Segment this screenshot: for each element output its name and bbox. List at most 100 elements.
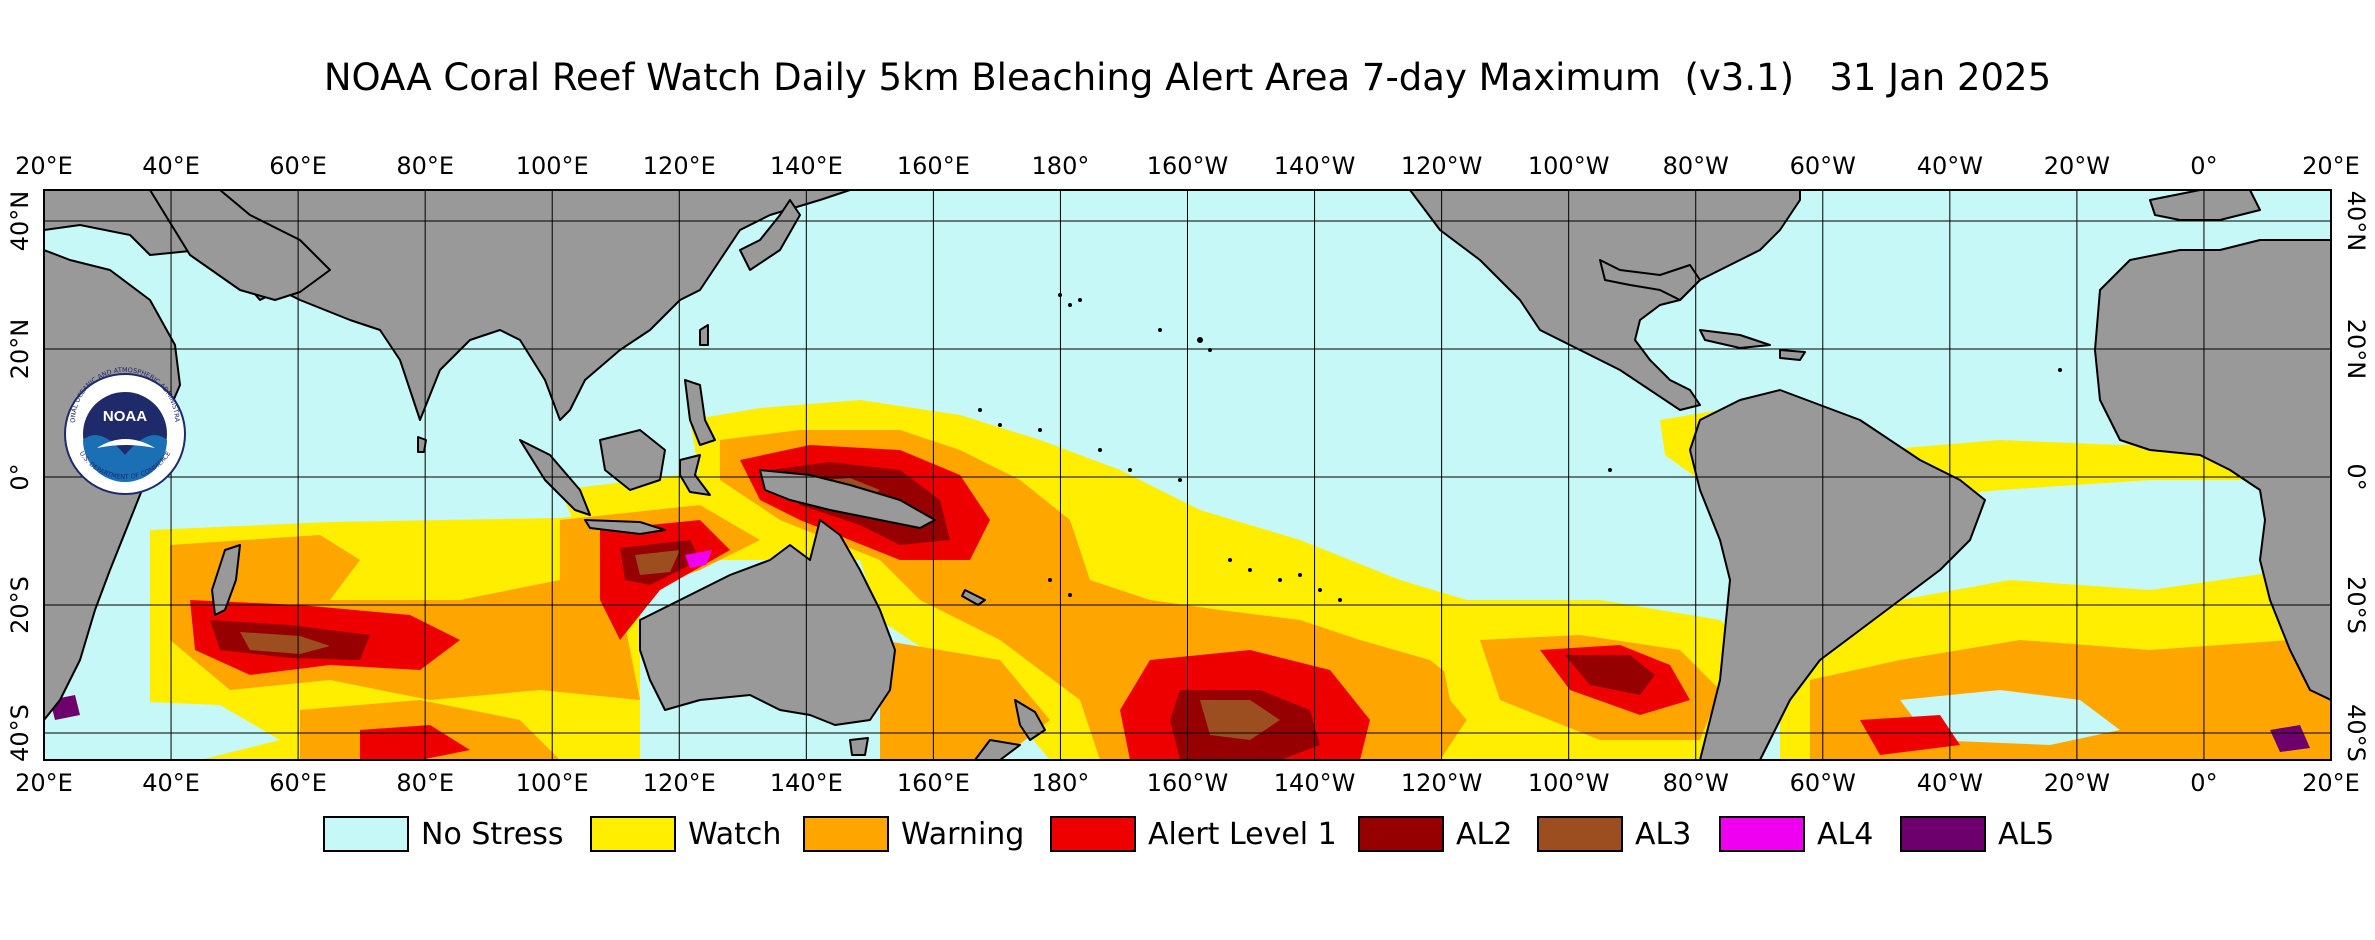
bottom-longitude-label: 120°E [643,769,716,797]
left-latitude-label: 20°S [6,576,34,634]
top-longitude-label: 60°E [269,152,327,180]
e-pacific-al2 [1565,655,1655,695]
legend-item: AL4 [1719,814,1873,854]
legend-label: Watch [688,816,782,852]
top-longitude-label: 100°W [1528,152,1610,180]
land-borneo [599,429,666,491]
s-pacific-al3 [1200,700,1280,740]
top-longitude-label: 140°W [1274,152,1356,180]
land-tasmania [849,737,869,756]
right-latitude-label: 0° [2342,463,2370,490]
top-longitude-label: 40°E [142,152,200,180]
left-latitude-label: 0° [6,463,34,490]
top-longitude-label: 80°W [1663,152,1729,180]
legend-swatch [1537,816,1623,852]
bottom-longitude-label: 100°E [516,769,589,797]
legend-swatch [1358,816,1444,852]
legend-label: Warning [901,816,1025,852]
land-hispaniola [1779,349,1806,361]
bottom-longitude-label: 120°W [1401,769,1483,797]
legend-item: Alert Level 1 [1050,814,1337,854]
bottom-longitude-label: 40°W [1917,769,1983,797]
noaa-logo-mark: NOAA [103,408,147,425]
land-madagascar [211,544,241,616]
bottom-longitude-label: 60°E [269,769,327,797]
top-longitude-label: 80°E [396,152,454,180]
legend-swatch [323,816,409,852]
legend-swatch [590,816,676,852]
bottom-longitude-label: 160°E [897,769,970,797]
legend-item: No Stress [323,814,564,854]
bottom-longitude-label: 80°E [396,769,454,797]
legend-item: AL5 [1900,814,2054,854]
bottom-longitude-label: 100°W [1528,769,1610,797]
land-philippines [684,379,716,446]
right-latitude-label: 20°N [2342,319,2370,380]
legend-label: AL3 [1635,816,1692,852]
timor-al4 [685,550,712,568]
graticule [44,190,2331,760]
land-arabia [149,190,331,301]
bottom-longitude-label: 180° [1032,769,1090,797]
west-australia-al3 [635,550,680,575]
s-atlantic-no-stress-patch [1900,690,2120,745]
bottom-longitude-label: 20°E [15,769,73,797]
indian-ocean-al3-area [240,632,330,654]
left-latitude-label: 40°S [6,704,34,762]
top-longitude-label: 140°E [770,152,843,180]
right-latitude-label: 40°S [2342,704,2370,762]
top-longitude-label: 60°W [1790,152,1856,180]
land-gulf-coast [1599,259,1701,301]
map-frame [43,189,2332,761]
bottom-longitude-label: 140°W [1274,769,1356,797]
legend-item: Warning [803,814,1024,854]
tasman-warning [880,640,1050,760]
right-latitude-label: 20°S [2342,576,2370,634]
left-latitude-label: 40°N [6,191,34,252]
bottom-longitude-label: 0° [2190,769,2217,797]
land-new-guinea [759,469,936,529]
legend-item: AL3 [1537,814,1691,854]
legend-item: AL2 [1358,814,1512,854]
map-title: NOAA Coral Reef Watch Daily 5km Bleachin… [323,56,2052,99]
s-atlantic-al5 [2270,725,2310,752]
top-longitude-label: 100°E [516,152,589,180]
bottom-longitude-label: 80°W [1663,769,1729,797]
bottom-longitude-label: 160°W [1147,769,1229,797]
land-north-america [1409,190,1801,411]
top-longitude-label: 20°W [2044,152,2110,180]
land-java [584,519,666,535]
land-new-zealand-north [1014,699,1046,741]
top-longitude-label: 160°W [1147,152,1229,180]
land-africa-west [2094,239,2331,701]
right-latitude-label: 40°N [2342,191,2370,252]
top-longitude-label: 180° [1032,152,1090,180]
land-taiwan [699,324,709,346]
top-longitude-label: 160°E [897,152,970,180]
top-longitude-label: 20°E [15,152,73,180]
bottom-longitude-label: 140°E [770,769,843,797]
legend-item: Watch [590,814,781,854]
eq-atlantic-no-stress [1990,495,2260,565]
legend-swatch [1050,816,1136,852]
top-longitude-label: 20°E [2302,152,2360,180]
land-japan [739,199,801,271]
land-new-zealand-south [974,739,1021,760]
top-longitude-label: 120°E [643,152,716,180]
land-sulawesi [679,454,711,496]
top-longitude-label: 40°W [1917,152,1983,180]
legend-label: Alert Level 1 [1148,816,1337,852]
bottom-longitude-label: 20°E [2302,769,2360,797]
legend-swatch [1719,816,1805,852]
top-longitude-label: 0° [2190,152,2217,180]
legend-swatch [1900,816,1986,852]
eq-atlantic-watch [1880,440,2290,500]
land-south-america [1689,389,1986,760]
land-sri-lanka [417,436,427,453]
s-atlantic-alert1 [1860,715,1960,755]
land-cuba [1699,329,1771,349]
land-europe-iberia [2149,190,2261,221]
legend-label: AL2 [1456,816,1513,852]
